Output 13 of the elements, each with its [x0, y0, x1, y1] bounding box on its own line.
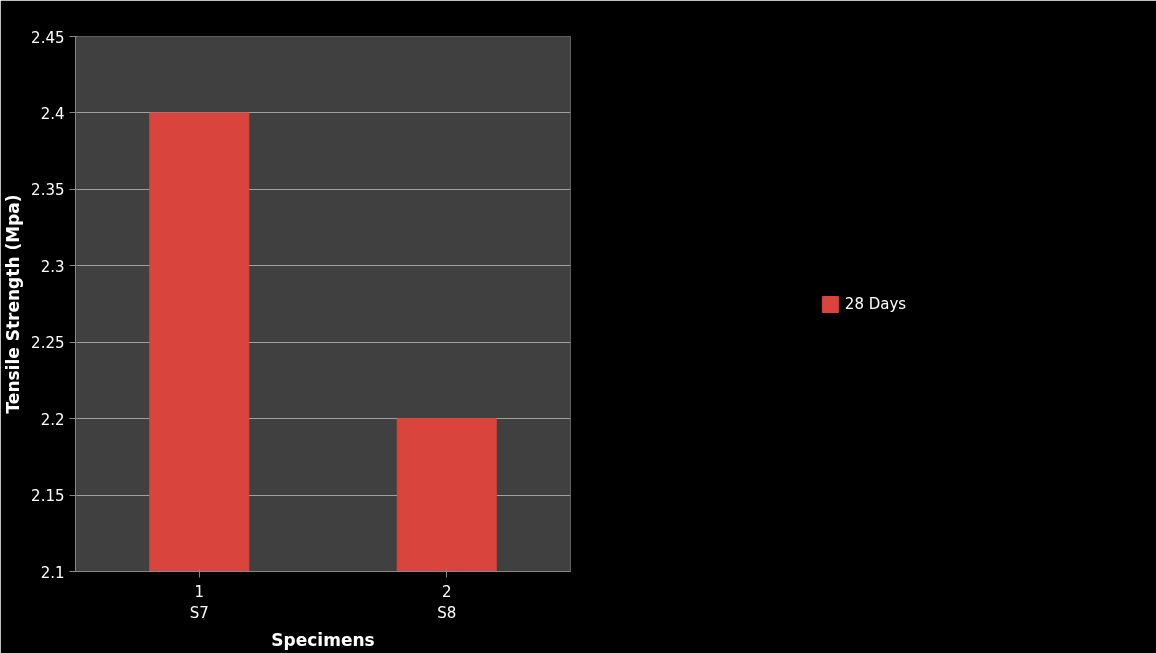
y-tick-label: 2.4: [40, 104, 65, 123]
legend-label: 28 Days: [844, 294, 907, 313]
y-axis-title: Tensile Strength (Mpa): [3, 194, 24, 414]
y-tick-label: 2.3: [40, 257, 65, 276]
x-tick-label: 2 S8: [437, 582, 457, 623]
x-tick-label: 1 S7: [189, 582, 209, 623]
x-axis-title: Specimens: [271, 630, 375, 651]
y-tick-label: 2.15: [31, 487, 65, 506]
y-tick-label: 2.45: [31, 28, 65, 47]
y-tick-label: 2.25: [31, 334, 65, 353]
y-tick-label: 2.1: [40, 563, 65, 582]
y-tick-label: 2.2: [40, 410, 65, 429]
y-tick-label: 2.35: [31, 181, 65, 200]
